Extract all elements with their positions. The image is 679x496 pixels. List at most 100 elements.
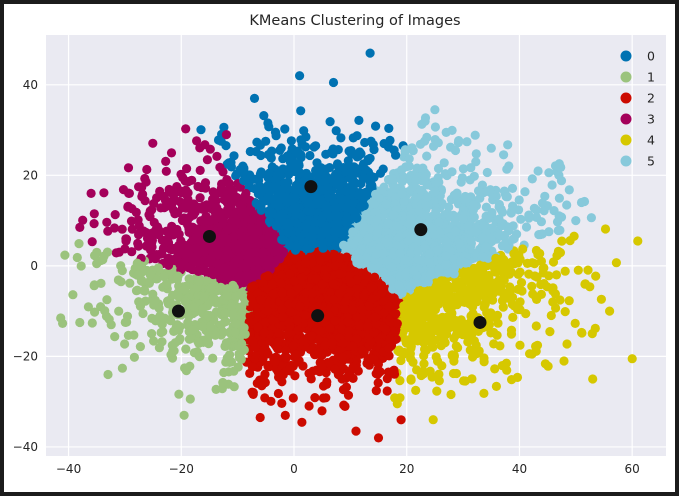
data-point xyxy=(83,302,93,312)
data-point xyxy=(260,377,270,388)
figure: KMeans Clustering of Images −40 −20 0 20 40 6… xyxy=(4,4,675,492)
data-point xyxy=(221,338,231,348)
data-point xyxy=(285,364,295,374)
data-point xyxy=(354,190,364,200)
data-point xyxy=(218,327,229,337)
data-point xyxy=(152,314,162,324)
data-point xyxy=(158,327,168,337)
data-point xyxy=(273,388,283,399)
data-point xyxy=(181,344,191,354)
data-point xyxy=(110,332,120,342)
data-point xyxy=(462,137,472,147)
data-point xyxy=(498,302,508,312)
data-point xyxy=(456,315,466,325)
data-point xyxy=(278,154,288,164)
data-point xyxy=(418,163,428,173)
data-point xyxy=(494,214,504,224)
data-point xyxy=(273,192,283,202)
data-point xyxy=(467,279,477,289)
data-point xyxy=(280,410,290,420)
data-point xyxy=(432,386,442,396)
data-point xyxy=(537,198,548,208)
data-point xyxy=(397,176,407,187)
data-point xyxy=(135,342,145,352)
data-point xyxy=(551,270,562,280)
data-point xyxy=(531,321,541,331)
data-point xyxy=(515,340,525,350)
data-point xyxy=(251,147,261,157)
data-point xyxy=(76,261,86,271)
data-point xyxy=(102,217,112,227)
scatter-chart: KMeans Clustering of Images −40 −20 0 20 40 6… xyxy=(13,13,666,476)
data-point xyxy=(371,121,381,131)
data-point xyxy=(309,142,319,152)
data-point xyxy=(331,126,341,136)
data-point xyxy=(565,236,575,246)
data-point xyxy=(521,222,532,232)
data-point xyxy=(419,359,429,369)
data-point xyxy=(390,393,400,403)
data-point xyxy=(234,353,245,363)
data-point xyxy=(152,274,162,284)
data-point xyxy=(233,243,243,253)
data-point xyxy=(196,125,206,135)
data-point xyxy=(288,393,298,403)
data-point xyxy=(231,291,241,301)
data-point xyxy=(142,164,152,175)
data-point xyxy=(212,260,222,270)
data-point xyxy=(102,295,112,305)
data-point xyxy=(494,275,504,285)
data-point xyxy=(486,328,496,338)
data-point xyxy=(547,180,557,190)
data-point xyxy=(344,371,354,381)
data-point xyxy=(87,318,97,328)
data-point xyxy=(154,230,164,240)
data-point xyxy=(507,183,518,193)
data-point xyxy=(114,306,124,316)
data-point xyxy=(500,230,510,240)
data-point xyxy=(524,213,534,223)
data-point xyxy=(266,153,276,163)
data-point xyxy=(404,154,414,164)
data-point xyxy=(253,189,263,199)
data-point xyxy=(420,136,430,146)
data-point xyxy=(360,137,370,148)
data-point xyxy=(554,159,564,169)
data-point xyxy=(138,308,148,319)
data-point xyxy=(482,260,492,271)
data-point xyxy=(396,355,406,366)
data-point xyxy=(318,393,328,403)
data-point xyxy=(161,166,171,176)
data-point xyxy=(469,336,479,346)
data-point xyxy=(371,386,381,396)
data-point xyxy=(325,323,335,333)
data-point xyxy=(494,199,504,210)
data-point xyxy=(450,145,461,156)
data-point xyxy=(389,366,399,376)
data-point xyxy=(195,165,205,175)
data-point xyxy=(166,148,177,158)
data-point xyxy=(503,140,513,150)
chart-title: KMeans Clustering of Images xyxy=(249,13,460,29)
data-point xyxy=(480,299,490,309)
data-point xyxy=(355,147,365,157)
data-point xyxy=(502,192,512,202)
data-point xyxy=(106,320,116,330)
data-point xyxy=(564,296,574,306)
data-point xyxy=(307,345,317,355)
data-point xyxy=(211,384,221,394)
data-point xyxy=(427,372,437,382)
data-point xyxy=(508,201,518,211)
data-point xyxy=(161,156,171,166)
data-point xyxy=(390,193,400,203)
data-point xyxy=(275,145,285,155)
data-point xyxy=(89,209,99,219)
data-point xyxy=(148,138,158,148)
data-point xyxy=(583,265,593,275)
data-point xyxy=(280,124,290,134)
data-point xyxy=(513,269,523,279)
data-point xyxy=(546,310,556,321)
data-point xyxy=(560,307,570,317)
data-point xyxy=(562,200,572,210)
data-point xyxy=(411,385,421,395)
